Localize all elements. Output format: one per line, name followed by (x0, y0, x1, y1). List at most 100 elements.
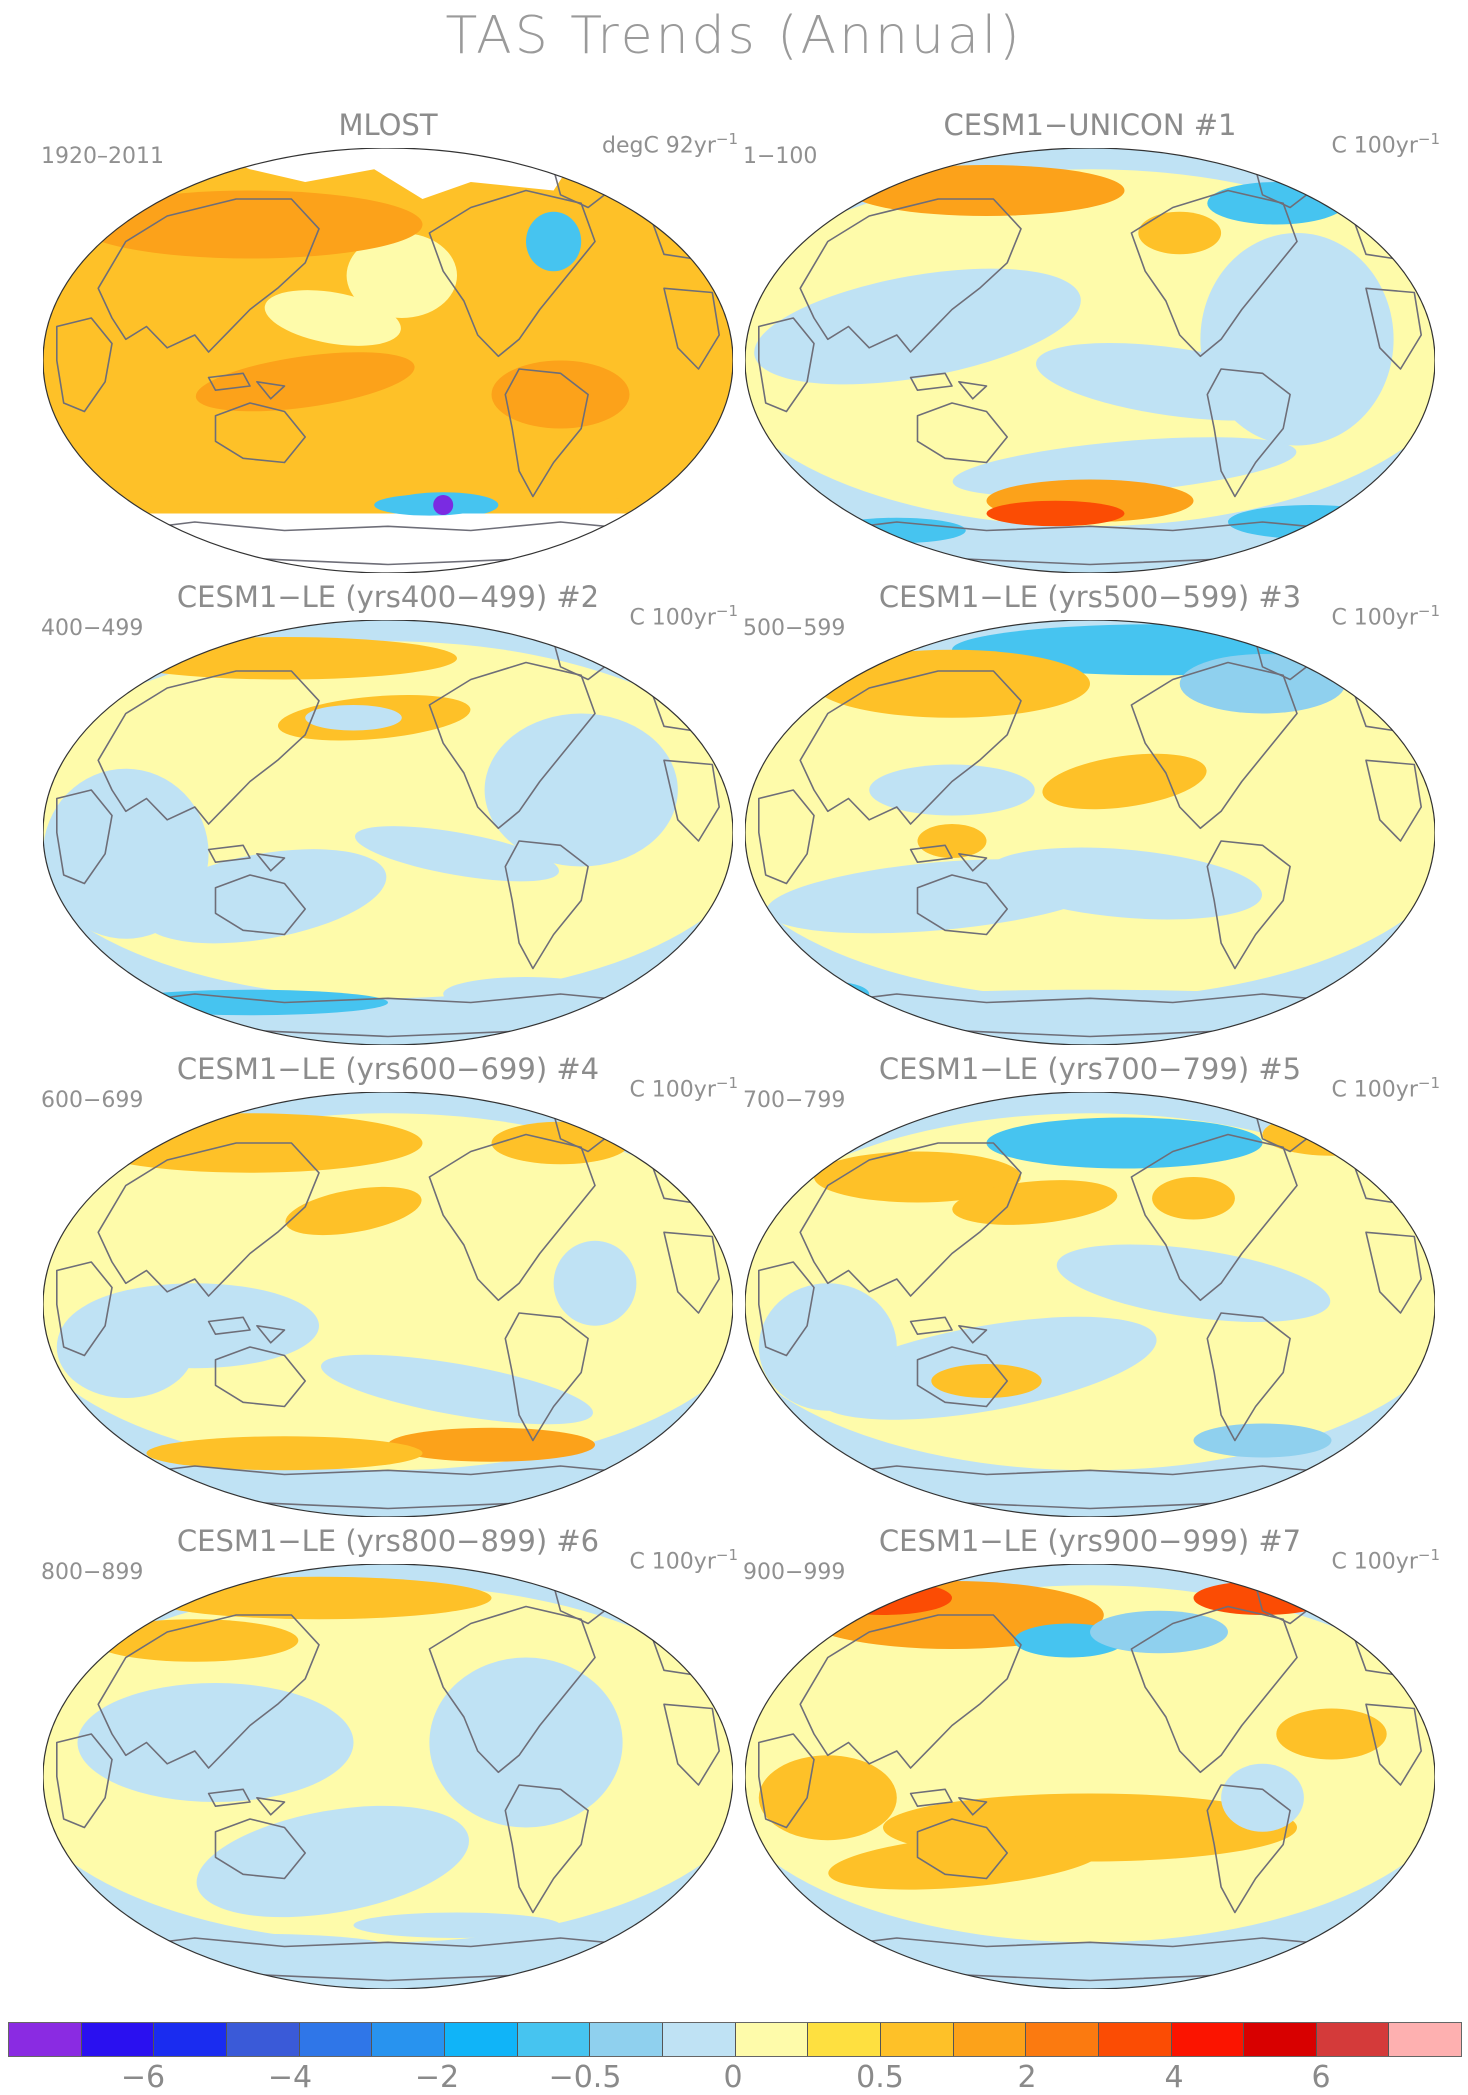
coastline (799, 198, 1022, 353)
world-map (744, 1091, 1436, 1518)
coastline (799, 670, 1022, 825)
coastline (207, 372, 251, 391)
trend-region (77, 190, 423, 259)
units-text: C 100yr (1331, 605, 1418, 631)
units-text: C 100yr (629, 605, 716, 631)
trend-region (374, 494, 485, 516)
colorbar-swatch (299, 2023, 373, 2056)
panel-title: CESM1−LE (yrs600−699) #4 (38, 1052, 738, 1086)
trend-region (848, 989, 1332, 1016)
units-exponent: −1 (715, 602, 738, 620)
map-panel: CESM1−LE (yrs900−999) #7 900−999 C 100yr−1 (740, 1524, 1440, 1994)
trend-region (1221, 1763, 1304, 1832)
colorbar-tick-label: −2 (414, 2060, 460, 2095)
coastline (256, 853, 286, 872)
units-text: degC 92yr (601, 133, 716, 159)
panel-title: CESM1−UNICON #1 (740, 108, 1440, 142)
trend-region (786, 981, 870, 1007)
colorbar-tick-label: −6 (120, 2060, 166, 2095)
world-map (744, 1563, 1436, 1990)
coastline (827, 521, 1353, 566)
trend-region (1138, 211, 1222, 255)
coastline (207, 1316, 251, 1335)
coastline (916, 1818, 1008, 1880)
coastline (125, 521, 651, 566)
trend-region (1228, 505, 1394, 539)
coastline (1365, 287, 1422, 370)
trend-region (1179, 654, 1346, 714)
map-container (42, 1563, 734, 1993)
panel-title: CESM1−LE (yrs700−799) #5 (740, 1052, 1440, 1086)
colorbar-swatch (1244, 2023, 1317, 2056)
colorbar-swatch (953, 2023, 1027, 2056)
trend-region (433, 495, 454, 515)
coastline (214, 1818, 306, 1880)
period-label: 700−799 (743, 1088, 846, 1113)
coastline (207, 844, 251, 863)
coastline (758, 1733, 815, 1829)
colorbar-tick-label: 6 (1311, 2060, 1331, 2095)
coastline (958, 1325, 988, 1344)
panel-title: CESM1−LE (yrs500−599) #3 (740, 580, 1440, 614)
coastline (504, 1312, 589, 1442)
trend-region (112, 989, 388, 1016)
trend-region (917, 824, 987, 858)
trend-region (814, 1151, 1021, 1203)
coastline (207, 1788, 251, 1807)
map-container (42, 147, 734, 577)
units-exponent: −1 (1417, 1546, 1440, 1564)
trend-region (56, 1296, 195, 1398)
world-map (42, 1563, 734, 1990)
coastline (958, 853, 988, 872)
trend-region (388, 1427, 595, 1462)
colorbar-swatch (1171, 2023, 1245, 2056)
trend-region (1200, 233, 1394, 446)
panel-title: MLOST (38, 108, 738, 142)
coastline (958, 1797, 988, 1816)
colorbar-swatch (1026, 2023, 1099, 2056)
coastline (909, 372, 953, 391)
coastline (214, 874, 306, 936)
colorbar-swatch (154, 2023, 227, 2056)
colorbar-swatch (444, 2023, 518, 2056)
colorbar-tick-label: −0.5 (548, 2060, 622, 2095)
colorbar-swatch (226, 2023, 300, 2056)
panel-number: #3 (1258, 580, 1302, 614)
map-container (744, 1091, 1436, 1521)
colorbar-tick-label: 0.5 (856, 2060, 904, 2095)
colorbar-tick-label: 2 (1017, 2060, 1037, 2095)
units-label: C 100yr−1 (1331, 602, 1440, 630)
colorbar-swatch (808, 2023, 881, 2056)
trend-region (814, 1581, 952, 1615)
world-map (744, 147, 1436, 574)
coastline (428, 661, 596, 830)
map-panel: CESM1−LE (yrs500−599) #3 500−599 C 100yr−1 (740, 580, 1440, 1050)
coastline (1206, 368, 1291, 498)
coastline (916, 874, 1008, 936)
trend-region (869, 764, 1035, 816)
colorbar-swatch (1389, 2023, 1462, 2056)
panel-title-text: CESM1−LE (yrs800−899) (176, 1524, 548, 1558)
figure-title: TAS Trends (Annual) (445, 6, 1023, 66)
trend-region (758, 1283, 897, 1411)
coastline (827, 993, 1353, 1038)
missing-data-region (194, 148, 582, 199)
coastline (56, 317, 113, 413)
units-text: C 100yr (629, 1549, 716, 1575)
coastline (916, 402, 1008, 464)
trend-region (986, 500, 1125, 527)
period-label: 900−999 (743, 1560, 846, 1585)
units-label: C 100yr−1 (629, 1546, 738, 1574)
colorbar-swatch (517, 2023, 591, 2056)
coastline (97, 198, 320, 353)
panel-title: CESM1−LE (yrs400−499) #2 (38, 580, 738, 614)
coastline (663, 287, 720, 370)
colorbar-swatch (735, 2023, 809, 2056)
coastline (663, 1231, 720, 1314)
trend-region (43, 1113, 733, 1471)
map-container (42, 1091, 734, 1521)
units-exponent: −1 (715, 1546, 738, 1564)
trend-region (429, 1657, 623, 1828)
trend-region (491, 360, 630, 429)
coastline (1206, 840, 1291, 970)
